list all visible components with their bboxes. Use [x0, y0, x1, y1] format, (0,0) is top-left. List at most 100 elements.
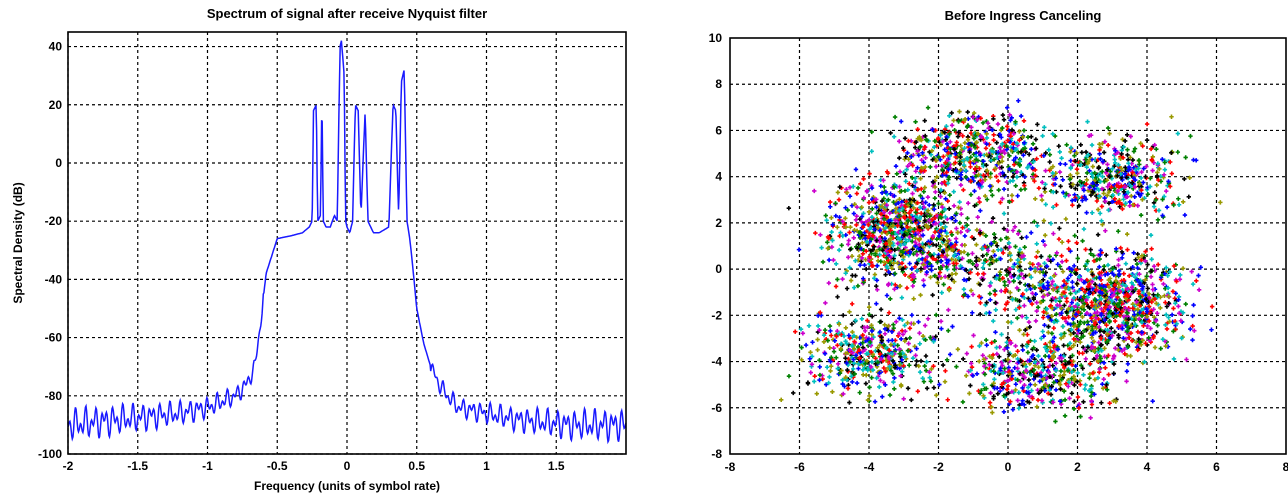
scatter-point: [983, 337, 989, 343]
scatter-point: [1070, 285, 1075, 290]
scatter-point: [1107, 174, 1112, 179]
scatter-point: [898, 119, 904, 124]
scatter-point: [1087, 184, 1092, 190]
scatter-point: [1148, 233, 1154, 238]
scatter-point: [862, 262, 867, 268]
scatter-point: [994, 258, 999, 263]
scatter-point: [857, 262, 863, 268]
scatter-point: [1078, 335, 1084, 341]
scatter-point: [1100, 382, 1105, 387]
scatter-point: [1192, 328, 1197, 333]
scatter-point: [1115, 291, 1120, 296]
scatter-point: [909, 154, 914, 159]
scatter-point: [1116, 324, 1121, 329]
scatter-point: [1080, 304, 1086, 310]
scatter-point: [1078, 414, 1083, 419]
scatter-point: [974, 227, 980, 233]
scatter-point: [1146, 318, 1152, 324]
scatter-point: [954, 142, 959, 148]
scatter-point: [1054, 202, 1059, 208]
scatter-point: [859, 255, 865, 261]
scatter-point: [1108, 280, 1114, 285]
scatter-point: [1101, 329, 1107, 335]
scatter-point: [1008, 371, 1013, 377]
scatter-point: [1143, 277, 1148, 282]
scatter-point: [1035, 122, 1040, 127]
scatter-point: [1001, 226, 1007, 231]
scatter-point: [1030, 141, 1036, 146]
scatter-point: [1129, 280, 1134, 285]
scatter-point: [874, 238, 880, 243]
scatter-point: [1064, 281, 1069, 286]
scatter-point: [1011, 279, 1016, 284]
scatter-point: [1142, 359, 1147, 365]
scatter-point: [949, 257, 955, 262]
scatter-point: [897, 139, 902, 144]
scatter-point: [859, 214, 865, 219]
scatter-point: [846, 238, 851, 243]
scatter-point: [991, 249, 996, 254]
scatter-point: [830, 222, 835, 227]
scatter-point: [867, 227, 872, 232]
scatter-point: [1055, 289, 1060, 294]
scatter-point: [890, 358, 896, 364]
scatter-point: [888, 368, 894, 373]
scatter-point: [944, 357, 950, 363]
scatter-point: [872, 272, 878, 277]
scatter-point: [936, 136, 941, 141]
scatter-point: [1085, 259, 1090, 264]
scatter-point: [1104, 387, 1110, 392]
scatter-point: [971, 136, 977, 141]
scatter-point: [1026, 339, 1031, 345]
scatter-point: [928, 275, 933, 280]
scatter-point: [1117, 312, 1123, 318]
scatter-point: [1090, 180, 1095, 186]
scatter-point: [1069, 306, 1075, 311]
scatter-point: [1068, 322, 1073, 327]
scatter-point: [1125, 361, 1131, 367]
scatter-point: [1024, 344, 1030, 349]
scatter-point: [987, 153, 992, 158]
scatter-point: [814, 391, 819, 396]
scatter-point: [1152, 345, 1158, 350]
scatter-point: [903, 179, 908, 184]
scatter-point: [882, 322, 887, 328]
scatter-point: [902, 323, 907, 328]
scatter-point: [855, 344, 861, 350]
scatter-point: [1104, 193, 1110, 198]
scatter-point: [900, 317, 905, 323]
scatter-point: [913, 119, 918, 125]
scatter-point: [910, 283, 916, 289]
scatter-point: [854, 222, 859, 228]
scatter-point: [1151, 307, 1156, 312]
scatter-point: [900, 206, 905, 211]
scatter-point: [869, 332, 875, 337]
scatter-point: [942, 255, 948, 260]
scatter-point: [911, 279, 917, 284]
scatter-point: [864, 228, 870, 234]
scatter-point: [1139, 320, 1145, 325]
scatter-point: [843, 351, 848, 356]
scatter-point: [1139, 300, 1144, 305]
scatter-point: [1031, 296, 1036, 302]
scatter-point: [932, 195, 938, 201]
scatter-point: [1026, 296, 1031, 301]
spectrum-x-tick-label: 1: [483, 459, 490, 473]
scatter-point: [942, 274, 948, 279]
scatter-point: [961, 158, 966, 163]
scatter-point: [1100, 222, 1105, 227]
scatter-point: [1009, 389, 1015, 394]
scatter-point: [966, 141, 971, 147]
scatter-point: [955, 347, 961, 352]
scatter-point: [981, 393, 986, 398]
scatter-point: [954, 168, 959, 173]
scatter-point: [1012, 262, 1017, 267]
scatter-point: [1137, 181, 1142, 186]
scatter-point: [1060, 177, 1066, 182]
scatter-point: [1137, 162, 1142, 167]
scatter-point: [867, 312, 872, 317]
scatter-point: [884, 169, 890, 174]
scatter-point: [1036, 353, 1041, 359]
scatter-point: [1125, 190, 1131, 195]
